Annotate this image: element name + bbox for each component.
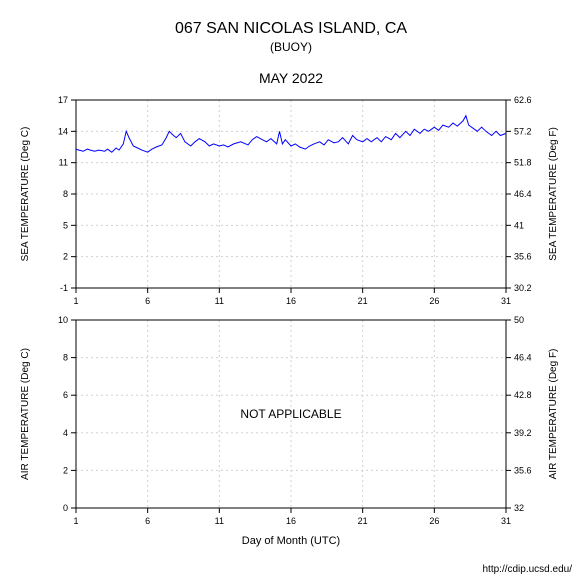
svg-text:30.2: 30.2 <box>514 283 532 293</box>
svg-text:NOT APPLICABLE: NOT APPLICABLE <box>240 407 341 421</box>
svg-text:1: 1 <box>73 516 78 526</box>
svg-text:0: 0 <box>63 503 68 513</box>
svg-text:39.2: 39.2 <box>514 428 532 438</box>
charts-svg: 161116212631-125811141730.235.64146.451.… <box>0 0 582 581</box>
svg-text:26: 26 <box>429 296 439 306</box>
svg-text:SEA TEMPERATURE (Deg C): SEA TEMPERATURE (Deg C) <box>20 127 31 262</box>
svg-text:4: 4 <box>63 428 68 438</box>
svg-text:50: 50 <box>514 315 524 325</box>
svg-text:-1: -1 <box>60 283 68 293</box>
svg-text:16: 16 <box>286 296 296 306</box>
svg-text:21: 21 <box>358 516 368 526</box>
svg-text:11: 11 <box>59 158 68 168</box>
svg-text:26: 26 <box>429 516 439 526</box>
svg-text:AIR TEMPERATURE (Deg F): AIR TEMPERATURE (Deg F) <box>548 349 559 480</box>
svg-text:42.8: 42.8 <box>514 390 532 400</box>
svg-text:51.8: 51.8 <box>514 158 532 168</box>
svg-text:41: 41 <box>514 220 524 230</box>
chart-container: 067 SAN NICOLAS ISLAND, CA (BUOY) MAY 20… <box>0 0 582 581</box>
svg-text:11: 11 <box>215 516 224 526</box>
svg-text:2: 2 <box>63 465 68 475</box>
svg-text:46.4: 46.4 <box>514 189 532 199</box>
svg-text:5: 5 <box>63 220 68 230</box>
svg-text:2: 2 <box>63 252 68 262</box>
svg-text:SEA TEMPERATURE (Deg F): SEA TEMPERATURE (Deg F) <box>548 127 559 261</box>
svg-text:57.2: 57.2 <box>514 126 532 136</box>
svg-text:6: 6 <box>63 390 68 400</box>
svg-text:62.6: 62.6 <box>514 95 532 105</box>
svg-text:8: 8 <box>63 353 68 363</box>
svg-text:6: 6 <box>145 516 150 526</box>
svg-text:Day of Month (UTC): Day of Month (UTC) <box>242 535 340 547</box>
svg-text:10: 10 <box>58 315 68 325</box>
credit-link: http://cdip.ucsd.edu/ <box>482 564 572 575</box>
svg-text:31: 31 <box>501 516 511 526</box>
svg-text:31: 31 <box>501 296 511 306</box>
svg-text:17: 17 <box>58 95 68 105</box>
svg-text:32: 32 <box>514 503 524 513</box>
svg-text:8: 8 <box>63 189 68 199</box>
svg-text:AIR TEMPERATURE (Deg C): AIR TEMPERATURE (Deg C) <box>20 348 31 480</box>
svg-text:35.6: 35.6 <box>514 465 532 475</box>
svg-text:1: 1 <box>73 296 78 306</box>
svg-text:35.6: 35.6 <box>514 252 532 262</box>
svg-text:16: 16 <box>286 516 296 526</box>
svg-text:6: 6 <box>145 296 150 306</box>
svg-text:46.4: 46.4 <box>514 353 532 363</box>
svg-text:21: 21 <box>358 296 368 306</box>
svg-text:14: 14 <box>58 126 68 136</box>
svg-text:11: 11 <box>215 296 224 306</box>
